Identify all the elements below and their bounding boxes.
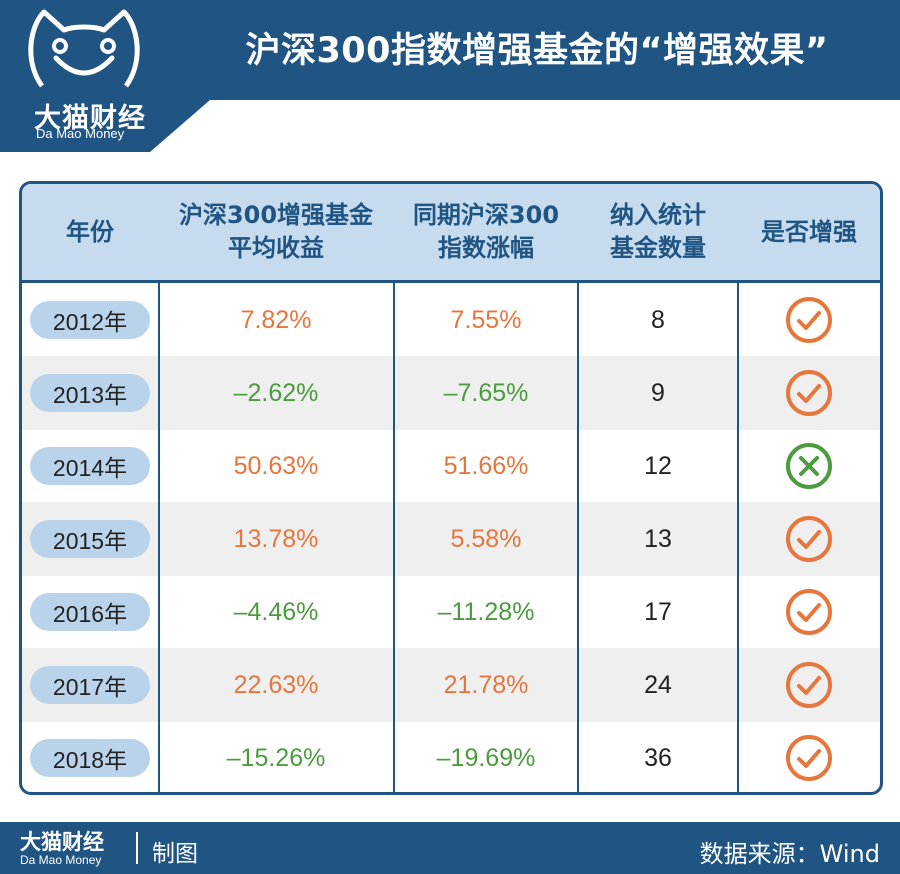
year-badge: 2014年 (30, 447, 150, 485)
check-circle-icon (786, 735, 832, 781)
fund-return-cell: –4.46% (233, 597, 319, 626)
check-circle-icon (786, 662, 832, 708)
column-divider (158, 283, 160, 792)
index-return-cell: 7.55% (450, 305, 522, 334)
table-row: 2016年 –4.46% –11.28% 17 (22, 575, 880, 649)
year-cell: 2017年 (22, 648, 158, 722)
col-header-year-label: 年份 (66, 217, 114, 246)
column-divider (737, 283, 739, 792)
page-title: 沪深300指数增强基金的“增强效果” (245, 31, 829, 71)
year-cell: 2015年 (22, 502, 158, 576)
table-header: 年份 沪深300增强基金 平均收益 同期沪深300 指数涨幅 纳入统计 基金数量… (22, 184, 880, 280)
col-header-count-line2: 基金数量 (610, 234, 706, 262)
year-badge: 2015年 (30, 520, 150, 558)
col-header-fund-return-line1: 沪深300增强基金 (178, 201, 374, 229)
year-cell: 2014年 (22, 429, 158, 503)
brand-name: 大猫财经 (34, 103, 146, 134)
enhanced-cell (738, 648, 880, 722)
index-return-cell: 5.58% (450, 524, 522, 553)
data-table: 年份 沪深300增强基金 平均收益 同期沪深300 指数涨幅 纳入统计 基金数量… (19, 181, 883, 795)
footer-brand-name: 大猫财经 (20, 830, 104, 854)
table-row: 2012年 7.82% 7.55% 8 (22, 283, 880, 357)
fund-count-cell: 8 (651, 305, 665, 334)
footer-source: 数据来源：Wind (699, 840, 880, 868)
table-row: 2017年 22.63% 21.78% 24 (22, 648, 880, 722)
check-circle-icon (786, 589, 832, 635)
col-header-year: 年份 (22, 184, 158, 280)
enhanced-cell (738, 575, 880, 649)
check-circle-icon (786, 297, 832, 343)
col-header-index-return: 同期沪深300 指数涨幅 (394, 184, 578, 280)
col-header-enhanced-label: 是否增强 (761, 217, 857, 246)
col-header-fund-return: 沪深300增强基金 平均收益 (158, 184, 394, 280)
enhanced-cell (738, 356, 880, 430)
fund-count-cell: 12 (644, 451, 672, 480)
table-row: 2014年 50.63% 51.66% 12 (22, 429, 880, 503)
fund-return-cell: 7.82% (240, 305, 312, 334)
footer-separator (136, 832, 138, 864)
fund-count-cell: 17 (644, 597, 672, 626)
year-badge: 2016年 (30, 593, 150, 631)
header-band (0, 0, 900, 100)
column-divider (393, 283, 395, 792)
year-cell: 2012年 (22, 283, 158, 357)
cross-circle-icon (786, 443, 832, 489)
year-badge: 2018年 (30, 739, 150, 777)
col-header-index-return-line1: 同期沪深300 (412, 201, 560, 229)
cat-logo-icon (28, 9, 140, 88)
table-row: 2018年 –15.26% –19.69% 36 (22, 721, 880, 792)
year-badge: 2012年 (30, 301, 150, 339)
fund-return-cell: –2.62% (233, 378, 319, 407)
enhanced-cell (738, 721, 880, 792)
check-circle-icon (786, 516, 832, 562)
fund-count-cell: 13 (644, 524, 672, 553)
index-return-cell: 21.78% (443, 670, 529, 699)
year-cell: 2013年 (22, 356, 158, 430)
enhanced-cell (738, 429, 880, 503)
column-divider (577, 283, 579, 792)
col-header-count: 纳入统计 基金数量 (578, 184, 738, 280)
brand-name-en: Da Mao Money (36, 126, 125, 141)
year-badge: 2013年 (30, 374, 150, 412)
col-header-count-line1: 纳入统计 (610, 201, 706, 229)
index-return-cell: –19.69% (436, 743, 536, 772)
footer: 大猫财经 Da Mao Money 制图 数据来源：Wind (0, 822, 900, 874)
index-return-cell: –7.65% (443, 378, 529, 407)
table-row: 2015年 13.78% 5.58% 13 (22, 502, 880, 576)
year-badge: 2017年 (30, 666, 150, 704)
year-cell: 2018年 (22, 721, 158, 792)
col-header-index-return-line2: 指数涨幅 (438, 234, 534, 262)
footer-brand-en: Da Mao Money (20, 853, 102, 867)
fund-return-cell: –15.26% (226, 743, 326, 772)
fund-count-cell: 36 (644, 743, 672, 772)
year-cell: 2016年 (22, 575, 158, 649)
fund-return-cell: 22.63% (233, 670, 319, 699)
fund-count-cell: 24 (644, 670, 672, 699)
check-circle-icon (786, 370, 832, 416)
footer-made-label: 制图 (152, 841, 198, 867)
col-header-fund-return-line2: 平均收益 (228, 234, 324, 262)
enhanced-cell (738, 283, 880, 357)
enhanced-cell (738, 502, 880, 576)
col-header-enhanced: 是否增强 (738, 184, 880, 280)
index-return-cell: 51.66% (443, 451, 529, 480)
fund-count-cell: 9 (651, 378, 665, 407)
fund-return-cell: 13.78% (233, 524, 319, 553)
fund-return-cell: 50.63% (233, 451, 319, 480)
index-return-cell: –11.28% (437, 597, 535, 626)
table-row: 2013年 –2.62% –7.65% 9 (22, 356, 880, 430)
header-divider (22, 280, 880, 283)
